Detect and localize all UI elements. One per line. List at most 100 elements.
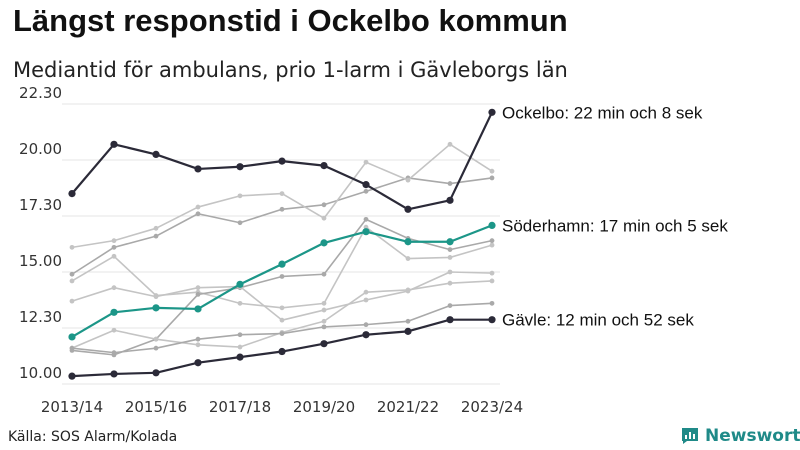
soderhamn-point [404, 238, 412, 246]
background-series-point [153, 225, 159, 231]
x-tick-label: 2023/24 [461, 398, 523, 416]
background-series-point [111, 350, 117, 356]
highlighted-series [68, 108, 496, 380]
background-series-point [153, 233, 159, 239]
background-series-point [363, 216, 369, 222]
ockelbo-point [446, 196, 454, 204]
background-series-point [363, 159, 369, 165]
soderhamn-point [152, 304, 160, 312]
soderhamn-point [236, 280, 244, 288]
background-series [69, 141, 495, 358]
background-series-point [153, 336, 159, 342]
gavle-point [320, 340, 328, 348]
background-series-point [195, 285, 201, 291]
background-series-point [489, 175, 495, 181]
background-series-point [405, 318, 411, 324]
background-series-point [195, 211, 201, 217]
background-series-point [69, 271, 75, 277]
source-note: Källa: SOS Alarm/Kolada [8, 429, 178, 445]
soderhamn-point [68, 333, 76, 341]
ockelbo-point [278, 157, 286, 165]
background-series-point [237, 220, 243, 226]
ockelbo-point [320, 162, 328, 170]
ockelbo-point [236, 163, 244, 171]
chart-subtitle: Mediantid för ambulans, prio 1-larm i Gä… [13, 58, 568, 82]
soderhamn-point [446, 238, 454, 246]
x-tick-label: 2021/22 [377, 398, 439, 416]
background-series-point [279, 191, 285, 197]
y-tick-label: 17.30 [19, 196, 62, 214]
background-series-point [237, 344, 243, 350]
background-series-point [69, 244, 75, 250]
x-tick-label: 2019/20 [293, 398, 355, 416]
soderhamn-point [110, 308, 118, 316]
x-tick-label: 2017/18 [209, 398, 271, 416]
background-series-point [237, 300, 243, 306]
soderhamn-point [320, 239, 328, 247]
background-series-point [279, 206, 285, 212]
background-series-point [279, 331, 285, 336]
y-tick-label: 15.00 [19, 252, 62, 270]
soderhamn-point [362, 228, 370, 236]
background-series-point [111, 238, 117, 244]
y-tick-label: 20.00 [19, 140, 62, 158]
background-series-point [111, 285, 117, 291]
background-series-point [321, 202, 327, 208]
background-series-point [489, 168, 495, 174]
background-series-point [447, 280, 453, 286]
background-series-point [321, 300, 327, 306]
chart-title: Längst responstid i Ockelbo kommun [13, 3, 568, 38]
background-series-point [405, 287, 411, 293]
series-labels: Ockelbo: 22 min och 8 sek Söderhamn: 17 m… [502, 103, 728, 329]
background-series-point [279, 317, 285, 323]
background-series-point [195, 342, 201, 348]
background-series-point [363, 188, 369, 194]
background-series-point [195, 292, 201, 297]
x-tick-label: 2015/16 [125, 398, 187, 416]
background-series-point [69, 345, 75, 351]
background-series-point [489, 278, 495, 284]
soderhamn-point [278, 260, 286, 268]
soderhamn-point [488, 221, 496, 230]
gavle-point [68, 372, 76, 380]
background-series-point [489, 270, 495, 276]
gavle-point [488, 316, 496, 324]
y-tick-label: 12.30 [19, 308, 62, 326]
soderhamn-label: Söderhamn: 17 min och 5 sek [502, 216, 728, 235]
background-series-point [447, 255, 453, 260]
ockelbo-point [194, 165, 202, 173]
background-series-point [363, 322, 369, 328]
ockelbo-point [68, 190, 76, 198]
y-tick-label: 10.00 [19, 364, 62, 382]
soderhamn-point [194, 305, 202, 313]
background-series-point [237, 332, 243, 338]
background-series-point [195, 204, 201, 210]
ockelbo-point [488, 108, 496, 116]
background-series-point [447, 303, 453, 308]
background-series-point [489, 238, 495, 244]
ockelbo-label: Ockelbo: 22 min och 8 sek [502, 103, 703, 122]
ockelbo-point [152, 150, 160, 158]
background-series-point [447, 181, 453, 186]
background-series-point [321, 271, 327, 277]
gavle-point [362, 331, 370, 339]
background-series-point [69, 278, 75, 284]
background-series-point [321, 318, 327, 324]
gavle-point [194, 359, 202, 367]
background-series-point [111, 327, 117, 333]
y-tick-label: 22.30 [19, 84, 62, 102]
background-series-point [195, 336, 201, 342]
gavle-point [278, 347, 286, 356]
gavle-point [404, 327, 412, 335]
background-series-point [321, 215, 327, 221]
background-series-point [237, 193, 243, 199]
gavle-point [110, 370, 118, 378]
background-series-point [447, 247, 453, 253]
y-axis-tick-labels: 10.00 12.30 15.00 17.30 20.00 22.30 [19, 84, 62, 382]
ockelbo-point [362, 181, 370, 189]
background-series-point [363, 297, 369, 303]
newsworthy-brand[interactable]: Newsworthy [680, 424, 800, 448]
background-series-line [71, 280, 493, 349]
grid-lines [62, 103, 500, 385]
